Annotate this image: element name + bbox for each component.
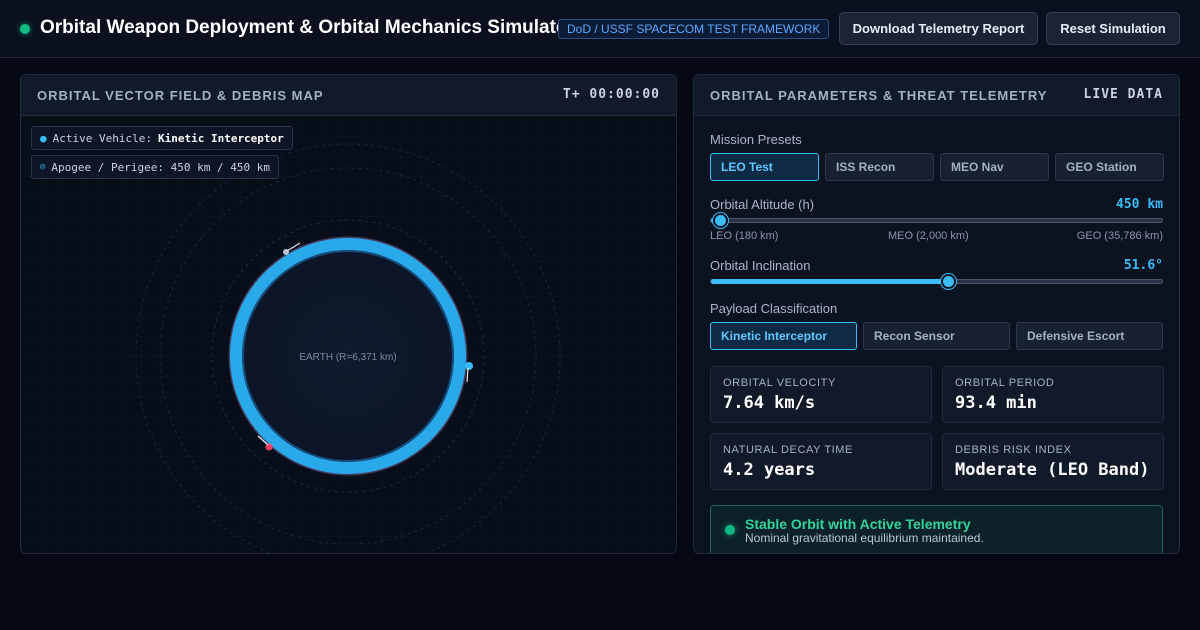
- orbital-velocity-card: ORBITAL VELOCITY 7.64 km/s: [710, 366, 932, 423]
- active-vehicle-name: Kinetic Interceptor: [157, 131, 284, 145]
- earth-label: EARTH (R=6,371 km): [299, 352, 396, 363]
- satellite-recon-icon[interactable]: [283, 242, 301, 255]
- leo-reference-ring: [211, 219, 485, 493]
- orbital-map-panel: ORBITAL VECTOR FIELD & DEBRIS MAP T+ 00:…: [20, 74, 677, 554]
- live-data-label: LIVE DATA: [1083, 87, 1163, 102]
- orbital-map-canvas[interactable]: EARTH (R=6,371 km) ● Active Vehicle: Kin…: [21, 116, 676, 553]
- payload-classification-label: Payload Classification: [710, 301, 838, 316]
- telemetry-panel-header: ORBITAL PARAMETERS & THREAT TELEMETRY LI…: [694, 75, 1179, 116]
- payload-kinetic-interceptor-button[interactable]: Kinetic Interceptor: [710, 322, 857, 350]
- reset-simulation-button[interactable]: Reset Simulation: [1046, 12, 1180, 45]
- stat-label: DEBRIS RISK INDEX: [955, 444, 1072, 456]
- stat-value: 93.4 min: [955, 393, 1037, 413]
- status-ok-icon: [725, 525, 735, 535]
- debris-hazard-icon[interactable]: [257, 435, 273, 451]
- payload-defensive-escort-button[interactable]: Defensive Escort: [1016, 322, 1163, 350]
- apogee-perigee-tag: ◎ Apogee / Perigee: 450 km / 450 km: [31, 155, 279, 179]
- stat-label: ORBITAL VELOCITY: [723, 377, 836, 389]
- inclination-slider-thumb[interactable]: [940, 274, 956, 289]
- inclination-label: Orbital Inclination: [710, 258, 811, 273]
- satellite-interceptor-icon[interactable]: [465, 362, 473, 383]
- scale-leo-label: LEO (180 km): [710, 230, 779, 242]
- telemetry-panel-title: ORBITAL PARAMETERS & THREAT TELEMETRY: [710, 88, 1048, 103]
- telemetry-panel: ORBITAL PARAMETERS & THREAT TELEMETRY LI…: [693, 74, 1180, 554]
- preset-iss-recon-button[interactable]: ISS Recon: [825, 153, 934, 181]
- altitude-value: 450 km: [1116, 197, 1163, 212]
- bullet-icon: ●: [40, 131, 47, 145]
- mission-presets-label: Mission Presets: [710, 132, 802, 147]
- altitude-label: Orbital Altitude (h): [710, 197, 815, 212]
- stat-label: NATURAL DECAY TIME: [723, 444, 853, 456]
- apogee-perigee-label: Apogee / Perigee: 450 km / 450 km: [51, 160, 270, 174]
- preset-geo-station-button[interactable]: GEO Station: [1055, 153, 1164, 181]
- map-panel-header: ORBITAL VECTOR FIELD & DEBRIS MAP T+ 00:…: [21, 75, 676, 116]
- debris-risk-index-card: DEBRIS RISK INDEX Moderate (LEO Band): [942, 433, 1164, 490]
- scale-meo-label: MEO (2,000 km): [888, 230, 969, 242]
- scale-geo-label: GEO (35,786 km): [1076, 230, 1163, 242]
- status-title: Stable Orbit with Active Telemetry: [745, 516, 971, 532]
- mission-timer: T+ 00:00:00: [562, 87, 660, 102]
- stat-value: 7.64 km/s: [723, 393, 816, 413]
- download-telemetry-button[interactable]: Download Telemetry Report: [839, 12, 1038, 45]
- altitude-slider[interactable]: [710, 213, 1163, 228]
- active-vehicle-label: Active Vehicle:: [52, 131, 152, 145]
- stat-value: Moderate (LEO Band): [955, 460, 1150, 480]
- orbital-period-card: ORBITAL PERIOD 93.4 min: [942, 366, 1164, 423]
- preset-meo-nav-button[interactable]: MEO Nav: [940, 153, 1049, 181]
- map-panel-title: ORBITAL VECTOR FIELD & DEBRIS MAP: [37, 88, 324, 103]
- active-vehicle-tag: ● Active Vehicle: Kinetic Interceptor: [31, 126, 293, 150]
- earth-body: [230, 238, 466, 474]
- payload-recon-sensor-button[interactable]: Recon Sensor: [863, 322, 1010, 350]
- top-bar: Orbital Weapon Deployment & Orbital Mech…: [0, 0, 1200, 58]
- inclination-slider-fill: [711, 279, 948, 284]
- preset-leo-test-button[interactable]: LEO Test: [710, 153, 819, 181]
- geo-reference-ring: [135, 143, 561, 553]
- status-subtitle: Nominal gravitational equilibrium mainta…: [745, 531, 984, 545]
- natural-decay-time-card: NATURAL DECAY TIME 4.2 years: [710, 433, 932, 490]
- status-indicator: [20, 24, 30, 34]
- framework-badge: DoD / USSF SPACECOM TEST FRAMEWORK: [558, 19, 830, 39]
- inclination-slider[interactable]: [710, 274, 1163, 289]
- orbit-status-banner: Stable Orbit with Active Telemetry Nomin…: [710, 505, 1163, 553]
- stat-value: 4.2 years: [723, 460, 816, 480]
- inclination-value: 51.6°: [1123, 258, 1163, 273]
- meo-reference-ring: [159, 167, 537, 545]
- orbit-icon: ◎: [40, 162, 46, 172]
- earth-atmosphere: [242, 250, 454, 462]
- stat-label: ORBITAL PERIOD: [955, 377, 1055, 389]
- altitude-slider-thumb[interactable]: [713, 213, 729, 228]
- orbit-diagram: EARTH (R=6,371 km): [135, 143, 561, 553]
- app-title: Orbital Weapon Deployment & Orbital Mech…: [40, 17, 575, 38]
